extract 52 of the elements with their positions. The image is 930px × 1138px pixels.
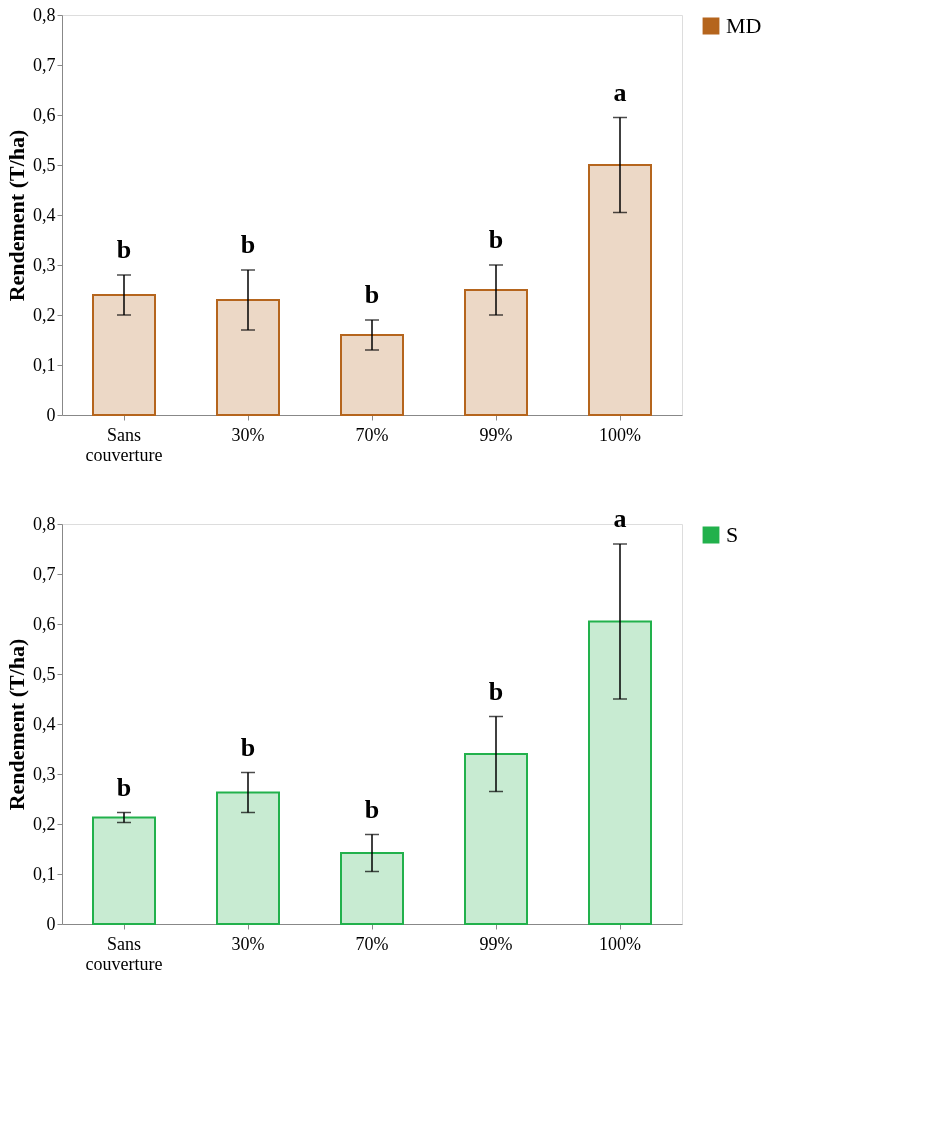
x-tick-label: 70% — [355, 933, 389, 954]
annotation: a — [613, 77, 627, 107]
bar — [216, 299, 280, 416]
bar — [340, 334, 404, 416]
annotation: b — [240, 732, 256, 762]
bar — [464, 289, 528, 416]
x-tick-label: 70% — [355, 424, 389, 445]
x-tick-label: Sans couverture — [85, 424, 163, 465]
y-axis-title: Rendement (T/ha) — [4, 638, 29, 811]
bar — [340, 852, 404, 925]
annotation: b — [364, 280, 380, 309]
y-tick-label: 0,7 — [33, 54, 56, 75]
y-tick-label: 0,4 — [33, 204, 56, 225]
bar — [588, 164, 652, 416]
y-tick-label: 0,6 — [33, 613, 56, 634]
annotation: b — [488, 676, 504, 706]
bar — [216, 791, 280, 925]
bar — [92, 294, 156, 416]
annotation: a — [613, 504, 627, 533]
x-tick-label: 99% — [479, 424, 513, 445]
y-tick-label: 0,6 — [33, 104, 56, 125]
annotation: b — [488, 225, 504, 254]
bar — [588, 620, 652, 925]
annotation: b — [364, 794, 380, 824]
y-tick-label: 0,1 — [33, 863, 56, 884]
y-tick-label: 0,1 — [33, 354, 56, 375]
bar — [464, 753, 528, 925]
y-tick-label: 0 — [46, 913, 56, 934]
y-tick-label: 0,4 — [33, 713, 56, 734]
y-tick-label: 0,3 — [33, 254, 56, 275]
legend-label: S — [726, 522, 739, 547]
y-tick-label: 0,5 — [33, 154, 56, 175]
y-axis-title: Rendement (T/ha) — [4, 129, 29, 302]
y-tick-label: 0 — [46, 404, 56, 425]
bar — [92, 816, 156, 925]
annotation: b — [116, 772, 132, 802]
y-tick-label: 0,2 — [33, 304, 56, 325]
y-tick-label: 0,8 — [33, 513, 56, 534]
x-tick-label: 30% — [231, 933, 265, 954]
annotation: b — [116, 235, 132, 264]
annotation: b — [240, 230, 256, 259]
y-tick-label: 0,8 — [33, 4, 56, 25]
x-tick-label: 100% — [599, 933, 641, 954]
x-tick-label: 99% — [479, 933, 513, 954]
y-tick-label: 0,7 — [33, 563, 56, 584]
x-tick-label: 30% — [231, 424, 265, 445]
y-tick-label: 0,3 — [33, 763, 56, 784]
y-tick-label: 0,2 — [33, 813, 56, 834]
x-tick-label: Sans couverture — [85, 933, 163, 974]
y-tick-label: 0,5 — [33, 663, 56, 684]
x-tick-label: 100% — [599, 424, 641, 445]
legend-label: MD — [726, 13, 762, 38]
